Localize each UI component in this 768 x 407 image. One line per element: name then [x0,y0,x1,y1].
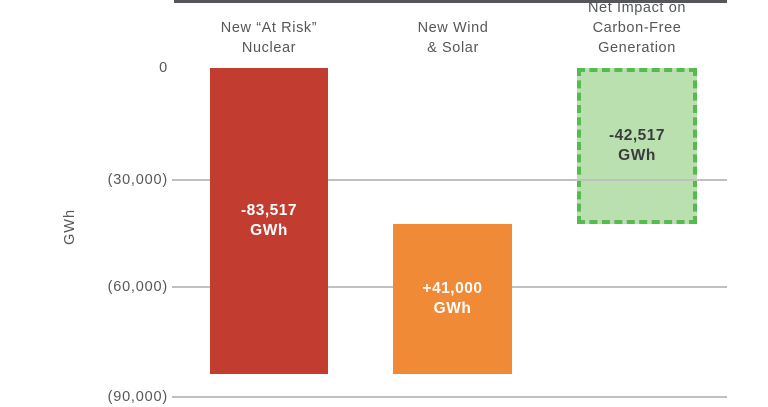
column-title-wind-solar: New Wind & Solar [417,20,489,56]
bar-wind-solar: +41,000 GWh [393,224,512,374]
gridline-30000 [172,179,727,181]
column-title-net-impact: Net Impact on Carbon-Free Generation [587,0,687,56]
y-tick-0: 0 [159,60,168,76]
bar-value-label-nuclear: -83,517 GWh [240,202,298,239]
bar-value-label-net: -42,517 GWh [608,127,666,164]
column-title-nuclear: New “At Risk” Nuclear [220,20,318,56]
y-tick-60000: (60,000) [107,279,168,295]
bar-nuclear: -83,517 GWh [210,68,328,374]
bar-net-impact: -42,517 GWh [577,68,697,224]
y-tick-30000: (30,000) [107,172,168,188]
y-tick-90000: (90,000) [107,389,168,405]
zero-axis-line [174,0,727,3]
gridline-90000 [172,396,727,398]
y-axis-title: GWh [62,208,78,246]
bar-value-label-wind: +41,000 GWh [422,280,483,317]
